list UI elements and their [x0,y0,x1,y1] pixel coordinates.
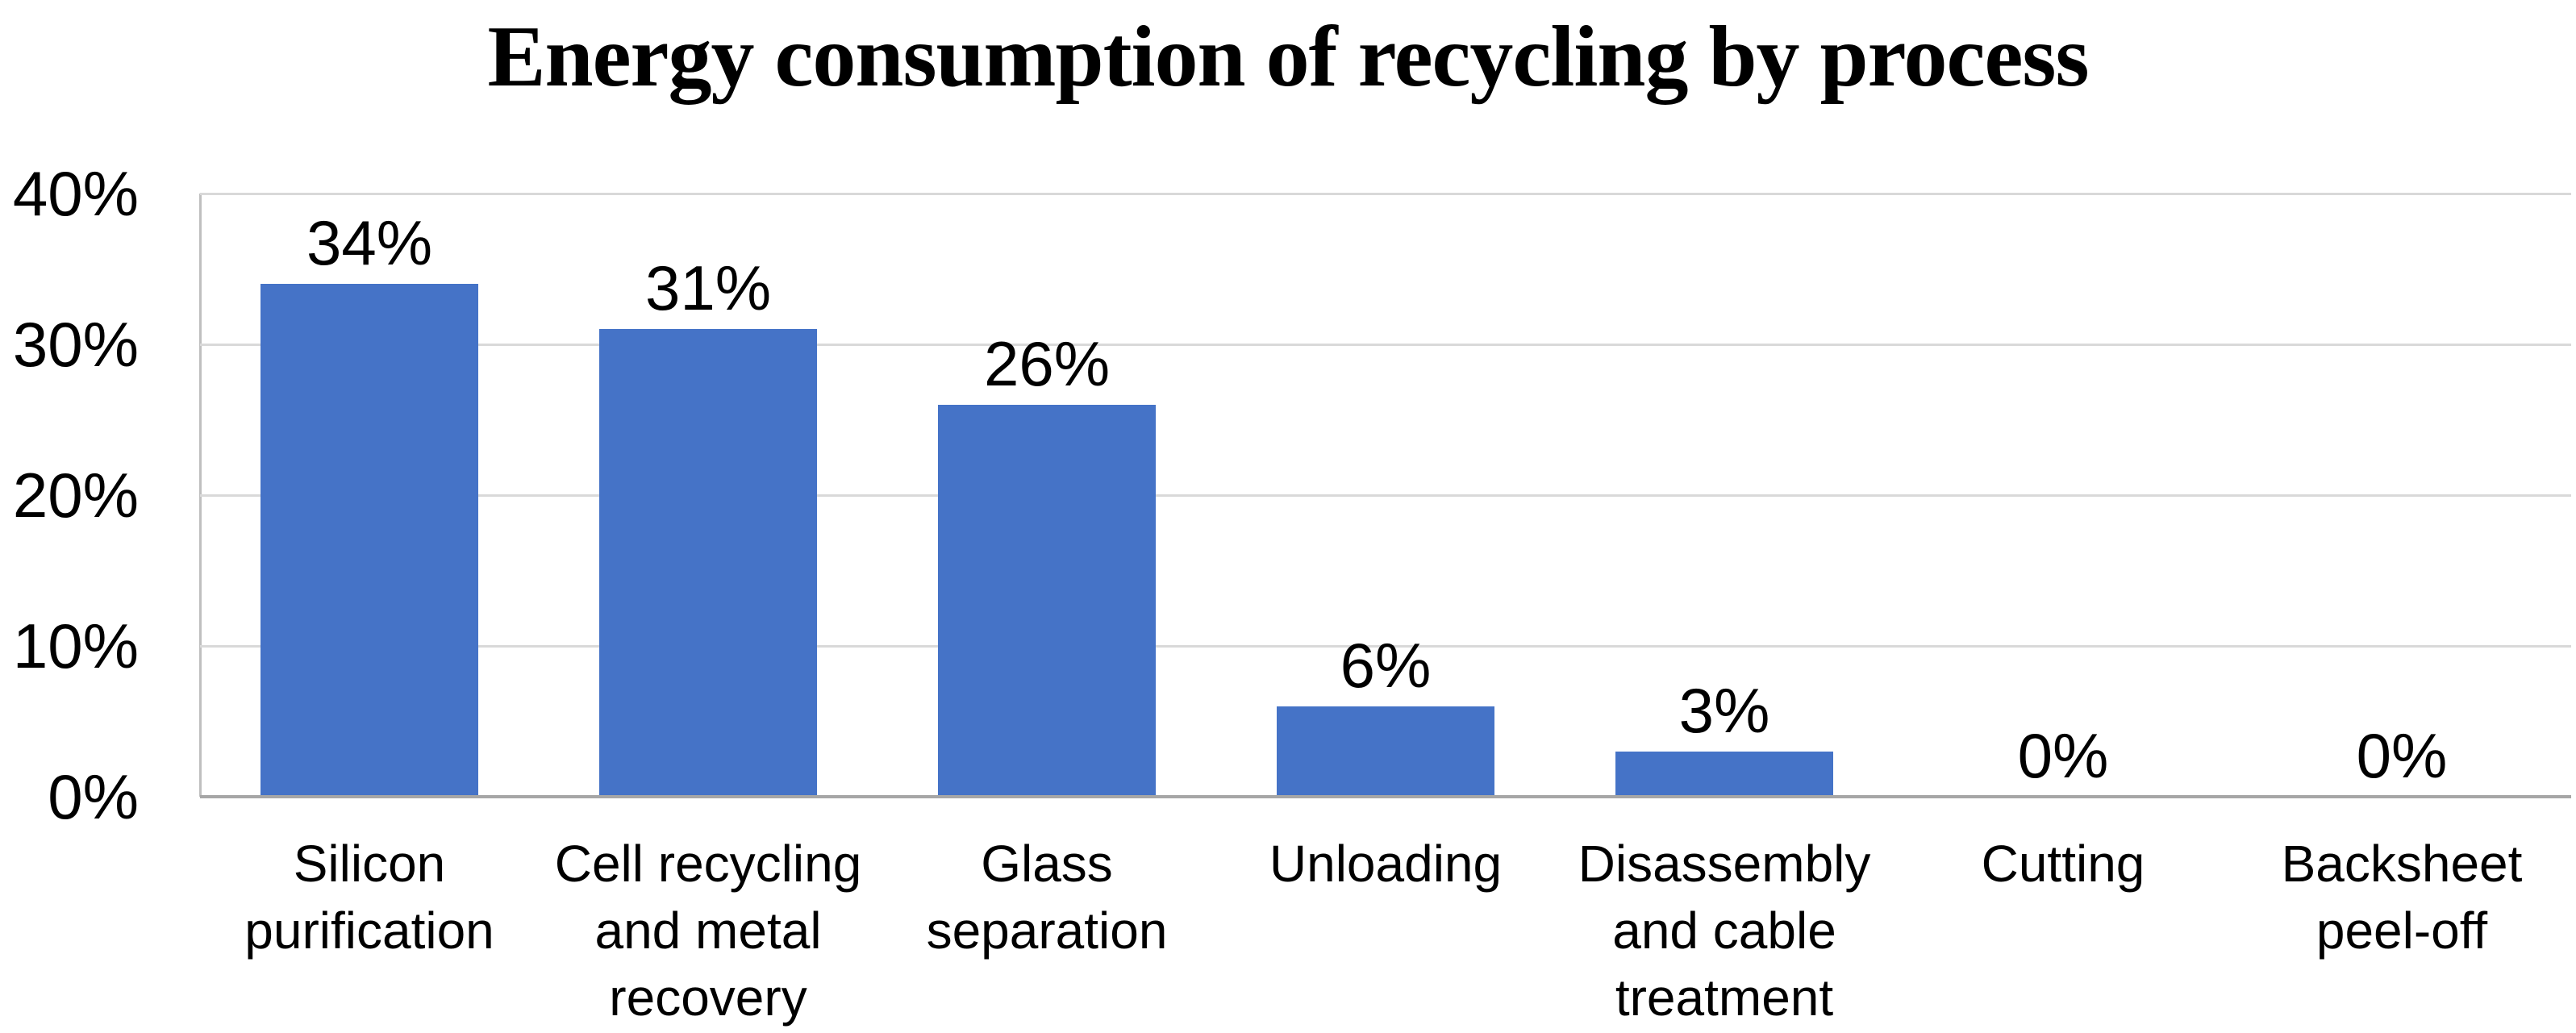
category-label-line: recovery [609,968,807,1027]
bar-value-label: 0% [2017,720,2109,791]
category-label-line: Unloading [1269,835,1503,893]
bar [938,404,1156,797]
chart-title: Energy consumption of recycling by proce… [487,9,2089,105]
gridline [200,192,2571,195]
bar-value-label: 3% [1678,674,1770,746]
category-label-line: peel-off [2315,902,2488,960]
category-label-line: and metal [594,902,822,960]
category-label: Unloading [1216,831,1555,898]
bar [1277,706,1494,797]
category-label-line: Glass [981,835,1113,893]
category-label-line: Silicon [293,835,446,893]
category-label: Glass separation [877,831,1216,964]
category-label-line: Cell recycling [554,835,862,893]
gridline [200,343,2571,346]
category-label: Cell recycling and metal recovery [539,831,877,1031]
bar-value-label: 34% [306,207,433,279]
category-label-line: Backsheet [2281,835,2523,893]
category-label: Cutting [1894,831,2232,898]
gridline [200,494,2571,497]
y-tick-label: 0% [48,761,139,832]
plot-area: 34% 31% 26% 6% 3% 0% 0% [199,192,2571,798]
bar [599,329,817,797]
category-label-line: Cutting [1981,835,2145,893]
bar-value-label: 6% [1340,629,1432,701]
category-label-line: separation [926,902,1168,960]
category-label-line: and cable [1612,902,1836,960]
gridline [200,644,2571,648]
category-label: Silicon purification [200,831,539,964]
bar-value-label: 0% [2356,720,2448,791]
y-tick-label: 20% [12,460,139,531]
category-label: Disassembly and cable treatment [1555,831,1894,1031]
y-axis: 40% 30% 20% 10% 0% [0,0,139,1033]
category-label-line: Disassembly [1578,835,1871,893]
category-label-line: treatment [1615,968,1834,1027]
y-tick-label: 40% [12,158,139,229]
category-label: Backsheet peel-off [2232,831,2571,964]
category-label-line: purification [244,902,494,960]
bar-value-label: 31% [644,252,772,324]
bar [261,284,478,797]
x-axis-line [200,795,2571,798]
y-tick-label: 30% [12,309,139,380]
bar [1615,751,1833,797]
bar-value-label: 26% [983,327,1111,399]
y-tick-label: 10% [12,610,139,681]
